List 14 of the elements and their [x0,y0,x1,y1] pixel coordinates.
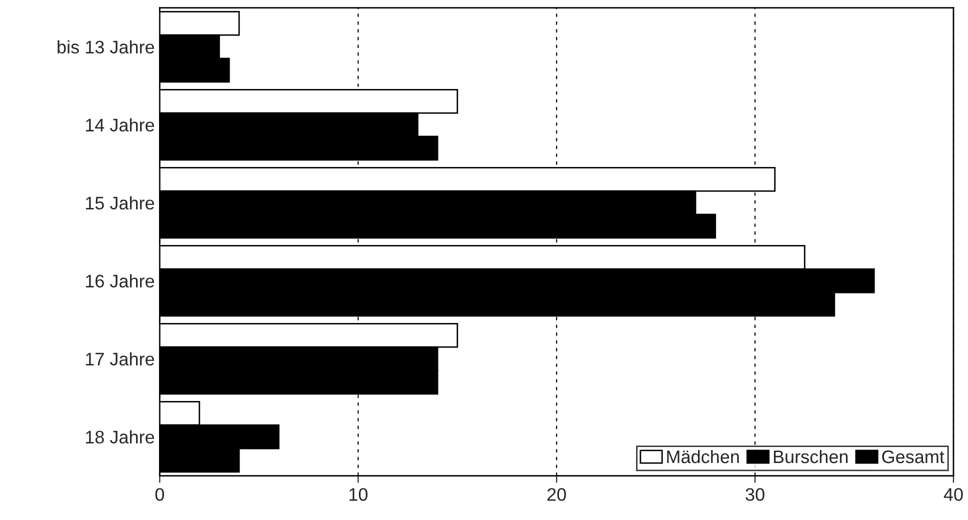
y-tick-label: 15 Jahre [86,196,154,210]
y-tick-label: 18 Jahre [86,430,154,444]
legend-label: Burschen [774,450,848,464]
x-tick-label: 10 [349,488,368,501]
legend-label: Gesamt [882,450,944,464]
y-tick-label: 14 Jahre [86,118,154,132]
legend-label: Mädchen [667,450,739,464]
y-tick-label: 17 Jahre [86,352,154,366]
x-tick-label: 40 [944,488,963,501]
y-tick-label: bis 13 Jahre [58,40,154,54]
y-tick-label: 16 Jahre [86,274,154,288]
x-tick-label: 20 [547,488,566,501]
x-tick-label: 30 [746,488,764,501]
x-tick-label: 0 [155,488,164,501]
